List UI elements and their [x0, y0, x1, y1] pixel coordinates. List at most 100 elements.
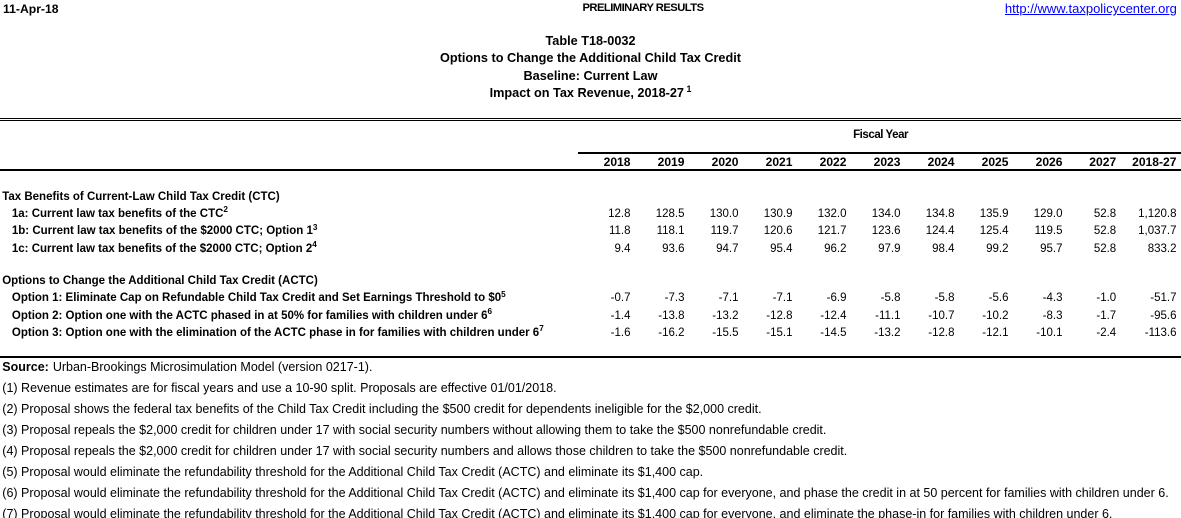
value-cell: 120.6 — [763, 225, 793, 238]
value-cell: 95.7 — [1040, 242, 1063, 255]
value-cell: 52.8 — [1093, 225, 1117, 238]
value-cell: -13.2 — [874, 326, 901, 339]
value-cell: -1.6 — [610, 326, 631, 339]
table-row: 1c: Current law tax benefits of the $200… — [0, 239, 1181, 258]
row-label: 1a: Current law tax benefits of the CTC2 — [12, 206, 228, 223]
value-cell: 119.5 — [1034, 225, 1063, 238]
source-line: Source: Urban-Brookings Microsimulation M… — [2, 357, 1181, 378]
section-header: Options to Change the Additional Child T… — [2, 275, 318, 288]
value-cell: 118.1 — [656, 225, 685, 238]
value-cell: 132.0 — [817, 207, 847, 220]
title-line-2: Options to Change the Additional Child T… — [0, 50, 1181, 67]
footnote-ref: 4 — [312, 239, 317, 249]
row-label: Option 2: Option one with the ACTC phase… — [11, 307, 493, 325]
value-cell: 95.4 — [770, 242, 793, 255]
title-line-4: Impact on Tax Revenue, 2018-27 1 — [0, 85, 1181, 102]
value-cell: 52.8 — [1093, 207, 1117, 220]
value-cell: -12.8 — [928, 326, 955, 339]
column-header-year: 2018-27 — [1132, 155, 1177, 169]
footnote-ref: 6 — [487, 307, 493, 317]
value-cell: 96.2 — [824, 242, 847, 255]
value-cell: 134.8 — [925, 207, 955, 220]
value-cell: -2.4 — [1096, 326, 1117, 339]
value-cell: -10.7 — [928, 309, 955, 322]
value-cell: -14.5 — [820, 326, 847, 339]
source-text: Urban-Brookings Microsimulation Model (v… — [52, 360, 373, 374]
row-label-text: Option 3: Option one with the eliminatio… — [11, 326, 540, 339]
value-cell: 129.0 — [1033, 207, 1063, 220]
value-cell: 12.8 — [608, 207, 631, 220]
title-line-1: Table T18-0032 — [0, 33, 1181, 50]
row-label-text: Option 2: Option one with the ACTC phase… — [11, 309, 488, 322]
title-text: Table T18-0032 — [545, 34, 636, 48]
value-cell: 9.4 — [614, 242, 631, 255]
footer-rule — [0, 356, 1181, 358]
value-cell: 99.2 — [986, 242, 1009, 255]
value-cell: -8.3 — [1042, 309, 1063, 322]
value-cell: 97.9 — [878, 242, 901, 255]
value-cell: 130.0 — [709, 207, 739, 220]
value-cell: -10.1 — [1036, 326, 1063, 339]
column-header-year: 2024 — [927, 155, 955, 169]
footnote-line: (3) Proposal repeals the $2,000 credit f… — [2, 423, 827, 438]
row-label-text: 1a: Current law tax benefits of the CTC — [11, 207, 224, 220]
value-cell: 1,037.7 — [1138, 225, 1177, 238]
value-cell: -15.1 — [766, 326, 793, 339]
value-cell: -10.2 — [982, 309, 1009, 322]
table-row: Option 3: Option one with the eliminatio… — [0, 325, 1181, 342]
section-header-row: Options to Change the Additional Child T… — [0, 273, 1181, 290]
report-date: 11-Apr-18 — [3, 1, 59, 16]
column-header-year: 2026 — [1035, 155, 1063, 169]
fiscal-year-header: Fiscal Year — [853, 129, 909, 142]
value-cell: 124.4 — [925, 225, 955, 238]
row-label: 1c: Current law tax benefits of the $200… — [12, 239, 317, 258]
footnote-line: (2) Proposal shows the federal tax benef… — [2, 402, 762, 416]
footnote-line: (1) Revenue estimates are for fiscal yea… — [2, 381, 557, 395]
value-cell: -5.8 — [880, 292, 901, 305]
value-cell: 130.9 — [763, 207, 793, 220]
value-cell: -6.9 — [826, 292, 847, 305]
table-row: 1a: Current law tax benefits of the CTC2… — [0, 206, 1181, 223]
footnote-line: (7) Proposal would eliminate the refunda… — [2, 507, 1113, 518]
value-cell: 11.8 — [608, 225, 631, 238]
value-cell: 135.9 — [979, 207, 1009, 220]
value-cell: 93.6 — [662, 242, 685, 255]
value-cell: -13.8 — [658, 309, 685, 322]
value-cell: -0.7 — [610, 292, 631, 305]
footnote-line: (4) Proposal repeals the $2,000 credit f… — [2, 444, 848, 459]
footnote-ref: 7 — [539, 324, 544, 334]
column-header-year: 2022 — [819, 155, 847, 169]
value-cell: -5.6 — [988, 292, 1009, 305]
column-header-year: 2019 — [657, 155, 685, 169]
value-cell: -1.4 — [610, 309, 631, 322]
value-cell: 121.7 — [817, 225, 847, 238]
value-cell: -13.2 — [712, 309, 739, 322]
column-header-year: 2023 — [873, 155, 901, 169]
table-row: Option 1: Eliminate Cap on Refundable Ch… — [0, 290, 1181, 307]
table-row: Option 2: Option one with the ACTC phase… — [0, 307, 1181, 325]
value-cell: -5.8 — [934, 292, 955, 305]
value-cell: -12.1 — [982, 326, 1009, 339]
value-cell: -12.8 — [766, 309, 793, 322]
value-cell: -16.2 — [658, 326, 685, 339]
fiscal-year-underline — [578, 152, 1181, 154]
value-cell: -7.1 — [772, 292, 793, 305]
double-rule — [0, 117, 1181, 122]
title-line-3: Baseline: Current Law — [0, 68, 1181, 85]
header-rule — [0, 168, 1181, 171]
value-cell: -51.7 — [1150, 292, 1177, 305]
footnote-line: (5) Proposal would eliminate the refunda… — [2, 465, 704, 480]
row-label-text: Option 1: Eliminate Cap on Refundable Ch… — [11, 292, 502, 305]
preliminary-results-label: PRELIMINARY RESULTS — [582, 1, 704, 14]
taxpolicycenter-link[interactable]: http://www.taxpolicycenter.org — [1004, 1, 1177, 17]
value-cell: -12.4 — [820, 309, 847, 322]
value-cell: -113.6 — [1144, 326, 1177, 339]
title-text: Impact on Tax Revenue, 2018-27 — [489, 85, 684, 100]
value-cell: 98.4 — [932, 242, 955, 255]
value-cell: 123.6 — [871, 225, 901, 238]
value-cell: 833.2 — [1147, 242, 1177, 255]
value-cell: -7.3 — [664, 292, 685, 305]
section-header: Tax Benefits of Current-Law Child Tax Cr… — [2, 190, 280, 203]
row-label: Option 3: Option one with the eliminatio… — [12, 325, 544, 342]
